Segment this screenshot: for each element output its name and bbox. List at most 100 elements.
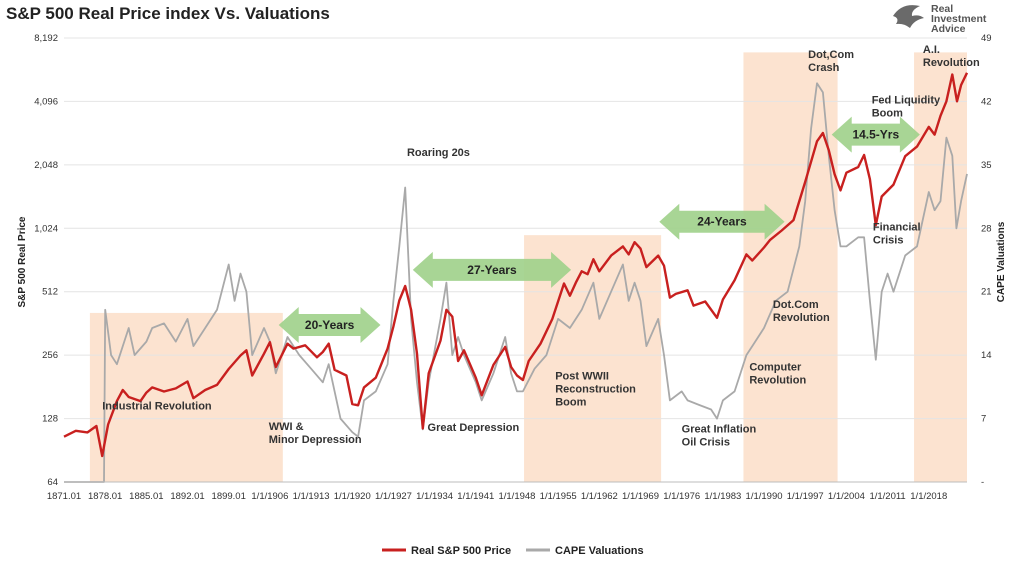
x-tick-label: 1/1/1941 xyxy=(457,491,494,502)
y-right-tick-label: - xyxy=(981,477,984,488)
annotation-8: Dot.Com Revolution xyxy=(773,299,830,324)
period-arrow-label: 27-Years xyxy=(467,263,517,277)
annotation-7: Computer Revolution xyxy=(749,361,806,386)
y-right-tick-label: 21 xyxy=(981,287,992,298)
annotation-line: Great Inflation xyxy=(682,423,757,435)
annotation-line: Industrial Revolution xyxy=(102,401,212,413)
annotation-11: Financial Crisis xyxy=(873,221,921,246)
shaded-region-4 xyxy=(914,52,967,482)
x-tick-label: 1/1/1976 xyxy=(663,491,700,502)
period-arrow-label: 20-Years xyxy=(305,318,355,332)
x-tick-label: 1871.01 xyxy=(47,491,81,502)
annotation-line: Oil Crisis xyxy=(682,436,730,448)
annotation-line: Revolution xyxy=(749,374,806,386)
period-arrow-label: 24-Years xyxy=(697,215,747,229)
y-right-tick-label: 14 xyxy=(981,350,992,361)
y-left-tick-label: 512 xyxy=(42,287,58,298)
annotation-line: Dot,Com xyxy=(808,49,854,61)
x-tick-label: 1878.01 xyxy=(88,491,122,502)
eagle-logo-icon xyxy=(893,5,924,28)
legend-label-cape: CAPE Valuations xyxy=(555,545,644,557)
legend-label-price: Real S&P 500 Price xyxy=(411,545,511,557)
series-line-real-price xyxy=(63,72,969,458)
annotation-line: WWI & xyxy=(269,421,304,433)
shaded-region-3 xyxy=(743,52,838,482)
annotation-6: Great Inflation Oil Crisis xyxy=(682,423,757,448)
y-right-tick-label: 42 xyxy=(981,96,992,107)
annotation-line: Computer xyxy=(749,361,802,373)
series-lines xyxy=(63,72,969,483)
period-arrow-3 xyxy=(659,203,785,240)
y-left-tick-label: 8,192 xyxy=(34,33,58,44)
period-arrow-1 xyxy=(278,307,381,343)
annotation-line: Revolution xyxy=(773,312,830,324)
series-line-cape xyxy=(64,82,968,483)
annotation-line: Roaring 20s xyxy=(407,147,470,159)
brand-line-1: Real xyxy=(931,3,953,15)
annotation-line: Crisis xyxy=(873,234,904,246)
x-tick-label: 1/1/1934 xyxy=(416,491,453,502)
y-right-tick-label: 7 xyxy=(981,414,986,425)
x-tick-label: 1/1/1948 xyxy=(498,491,535,502)
x-tick-label: 1/1/1955 xyxy=(540,491,577,502)
x-tick-label: 1/1/1962 xyxy=(581,491,618,502)
y-left-tick-label: 256 xyxy=(42,350,58,361)
y-left-tick-label: 1,024 xyxy=(34,223,58,234)
x-tick-label: 1/1/1913 xyxy=(293,491,330,502)
x-tick-label: 1/1/1990 xyxy=(746,491,783,502)
period-arrow-label: 14.5-Yrs xyxy=(852,128,899,142)
x-tick-label: 1892.01 xyxy=(170,491,204,502)
annotation-4: Great Depression xyxy=(428,422,520,434)
y-axis-right-title: CAPE Valuations xyxy=(996,221,1007,302)
x-tick-label: 1/1/1920 xyxy=(334,491,371,502)
x-tick-label: 1/1/1983 xyxy=(704,491,741,502)
annotation-2: Industrial Revolution xyxy=(102,401,212,413)
y-axis-left-title: S&P 500 Real Price xyxy=(17,216,28,307)
annotation-line: Financial xyxy=(873,221,921,233)
annotation-line: A.I. xyxy=(923,44,940,56)
brand-logo: Real Investment Advice xyxy=(893,3,987,35)
legend: Real S&P 500 Price CAPE Valuations xyxy=(382,545,644,557)
y-right-tick-label: 35 xyxy=(981,160,992,171)
x-tick-label: 1/1/1997 xyxy=(787,491,824,502)
brand-line-3: Advice xyxy=(931,23,966,35)
annotation-line: Minor Depression xyxy=(269,434,362,446)
annotation-10: Fed Liquidity Boom xyxy=(872,95,941,120)
annotation-line: Dot.Com xyxy=(773,299,819,311)
y-left-tick-label: 64 xyxy=(47,477,58,488)
x-tick-label: 1885.01 xyxy=(129,491,163,502)
gridlines xyxy=(64,37,967,483)
brand-line-2: Investment xyxy=(931,13,987,25)
y-right-tick-label: 49 xyxy=(981,33,992,44)
x-tick-label: 1899.01 xyxy=(212,491,246,502)
annotation-line: Reconstruction xyxy=(555,384,636,396)
annotation-line: Boom xyxy=(555,397,586,409)
x-tick-label: 1/1/2018 xyxy=(910,491,947,502)
annotation-line: Great Depression xyxy=(428,422,520,434)
annotation-9: Dot,Com Crash xyxy=(808,49,854,74)
y-left-tick-label: 128 xyxy=(42,414,58,425)
annotation-line: Revolution xyxy=(923,57,980,69)
annotation-3: WWI & Minor Depression xyxy=(269,421,362,446)
x-tick-label: 1/1/1969 xyxy=(622,491,659,502)
y-left-tick-label: 2,048 xyxy=(34,160,58,171)
x-tick-label: 1/1/1927 xyxy=(375,491,412,502)
period-arrow-4 xyxy=(831,116,920,153)
x-tick-label: 1/1/2011 xyxy=(869,491,905,502)
period-arrows: 20-Years 27-Years 24-Years 14.5-Yrs xyxy=(278,116,920,343)
annotation-line: Fed Liquidity xyxy=(872,95,941,107)
period-arrow-2 xyxy=(412,251,572,288)
axes: 64 - 128 7 256 14 512 21 1,024 28 2,048 35 4,096 42 8,… xyxy=(34,33,991,502)
annotation-5: Post WWII Reconstruction Boom xyxy=(555,371,636,409)
annotations: Roaring 20s Industrial Revolution WWI & Min… xyxy=(102,44,980,448)
annotation-line: Crash xyxy=(808,62,839,74)
y-right-tick-label: 28 xyxy=(981,223,992,234)
annotation-12: A.I. Revolution xyxy=(923,44,980,69)
annotation-1: Roaring 20s xyxy=(407,147,470,159)
x-tick-label: 1/1/2004 xyxy=(828,491,865,502)
annotation-line: Post WWII xyxy=(555,371,609,383)
y-left-tick-label: 4,096 xyxy=(34,96,58,107)
annotation-line: Boom xyxy=(872,108,903,120)
x-tick-label: 1/1/1906 xyxy=(251,491,288,502)
